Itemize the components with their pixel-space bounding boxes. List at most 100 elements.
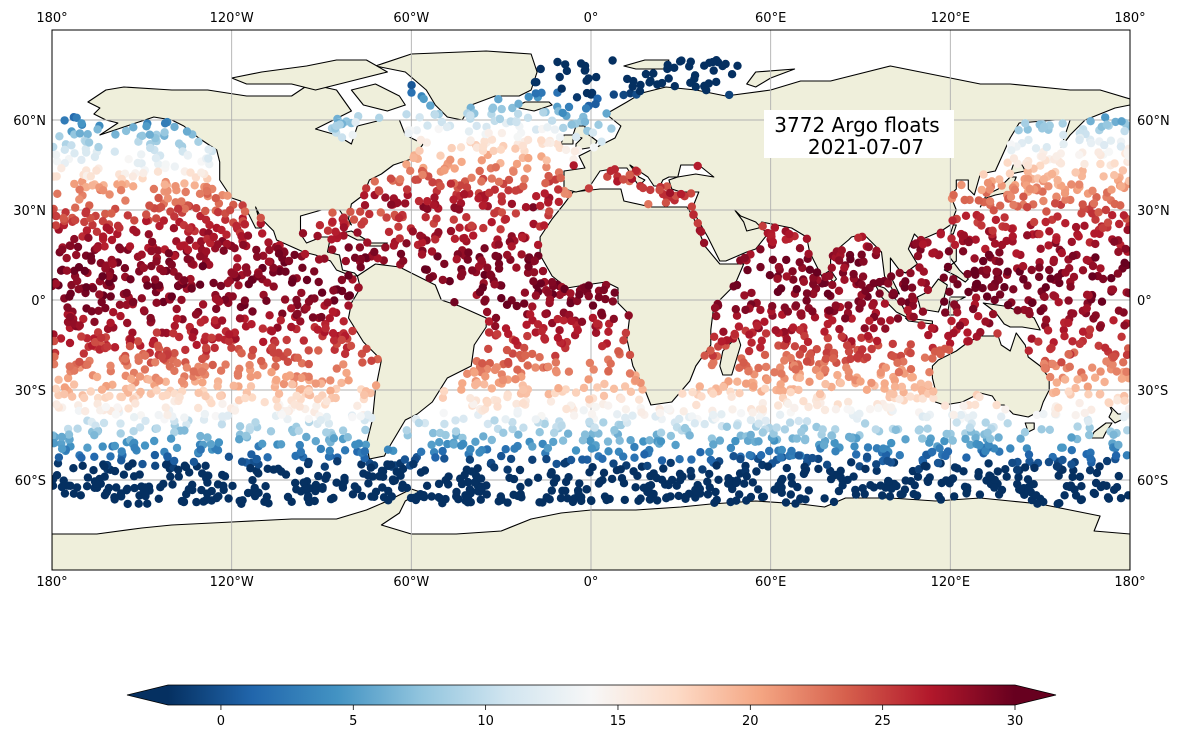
float-marker	[283, 357, 293, 366]
float-marker	[124, 404, 133, 413]
float-marker	[643, 461, 652, 471]
float-marker	[551, 351, 560, 361]
float-marker	[348, 326, 357, 336]
float-marker	[579, 406, 588, 415]
float-marker	[258, 324, 267, 333]
float-marker	[337, 378, 346, 388]
float-marker	[827, 263, 836, 272]
float-marker	[52, 352, 59, 361]
float-marker	[490, 365, 500, 375]
float-marker	[362, 184, 371, 193]
float-marker	[295, 402, 304, 411]
float-marker	[416, 468, 426, 477]
float-marker	[599, 391, 609, 401]
float-marker	[322, 428, 331, 437]
float-marker	[417, 447, 426, 456]
float-marker	[269, 263, 278, 272]
float-marker	[619, 175, 628, 184]
float-marker	[900, 283, 909, 292]
float-marker	[71, 216, 80, 225]
float-marker	[662, 182, 672, 191]
float-marker	[1061, 219, 1070, 228]
float-marker	[945, 287, 954, 296]
float-marker	[310, 496, 319, 506]
float-marker	[130, 483, 139, 493]
float-marker	[402, 110, 411, 119]
float-marker	[78, 461, 87, 470]
float-marker	[592, 72, 601, 82]
float-marker	[1086, 117, 1095, 126]
float-marker	[129, 427, 138, 436]
float-marker	[602, 495, 611, 505]
float-marker	[689, 210, 698, 220]
float-marker	[728, 484, 737, 494]
float-marker	[274, 249, 284, 258]
float-marker	[765, 271, 775, 280]
float-marker	[325, 314, 334, 323]
float-marker	[172, 304, 181, 314]
float-marker	[1102, 456, 1112, 466]
float-marker	[76, 491, 86, 500]
float-marker	[183, 254, 192, 264]
float-marker	[1090, 373, 1100, 382]
float-marker	[1110, 237, 1119, 246]
float-marker	[279, 379, 289, 389]
float-marker	[547, 486, 556, 495]
float-marker	[940, 401, 950, 410]
float-marker	[794, 451, 803, 460]
float-marker	[675, 455, 684, 464]
float-marker	[735, 389, 744, 398]
float-marker	[563, 429, 573, 438]
float-marker	[1045, 265, 1054, 275]
float-marker	[557, 84, 566, 93]
float-marker	[356, 263, 365, 272]
float-marker	[724, 377, 733, 386]
float-marker	[571, 446, 581, 455]
float-marker	[726, 497, 735, 507]
float-marker	[287, 380, 297, 389]
float-marker	[987, 282, 996, 292]
float-marker	[438, 275, 447, 285]
float-marker	[1054, 298, 1063, 307]
float-marker	[772, 423, 781, 432]
float-marker	[141, 351, 150, 360]
float-marker	[823, 319, 832, 329]
float-marker	[790, 403, 799, 413]
float-marker	[521, 203, 531, 212]
float-marker	[754, 437, 763, 446]
float-marker	[1099, 481, 1108, 490]
float-marker	[843, 405, 852, 414]
float-marker	[667, 475, 677, 485]
float-marker	[531, 291, 541, 300]
float-marker	[174, 472, 183, 481]
float-marker	[842, 341, 852, 350]
float-marker	[152, 328, 162, 337]
float-marker	[797, 311, 806, 320]
float-marker	[1109, 430, 1118, 439]
float-marker	[569, 161, 578, 170]
float-marker	[988, 226, 997, 235]
float-marker	[218, 399, 227, 409]
float-marker	[213, 208, 223, 217]
float-marker	[90, 317, 99, 327]
float-marker	[344, 243, 353, 252]
float-marker	[1052, 192, 1061, 201]
float-marker	[198, 378, 207, 387]
float-marker	[802, 417, 812, 426]
float-marker	[1098, 274, 1108, 284]
float-marker	[341, 256, 350, 266]
float-marker	[494, 95, 503, 104]
float-marker	[340, 349, 350, 359]
float-marker	[1061, 195, 1070, 204]
float-marker	[555, 133, 565, 142]
float-marker	[1029, 480, 1038, 489]
float-marker	[1022, 231, 1032, 240]
float-marker	[66, 313, 75, 322]
float-marker	[209, 278, 218, 288]
float-marker	[318, 483, 327, 492]
float-marker	[1095, 390, 1105, 399]
float-marker	[1009, 200, 1018, 210]
float-marker	[213, 240, 222, 249]
float-marker	[906, 365, 916, 374]
float-marker	[592, 319, 602, 328]
